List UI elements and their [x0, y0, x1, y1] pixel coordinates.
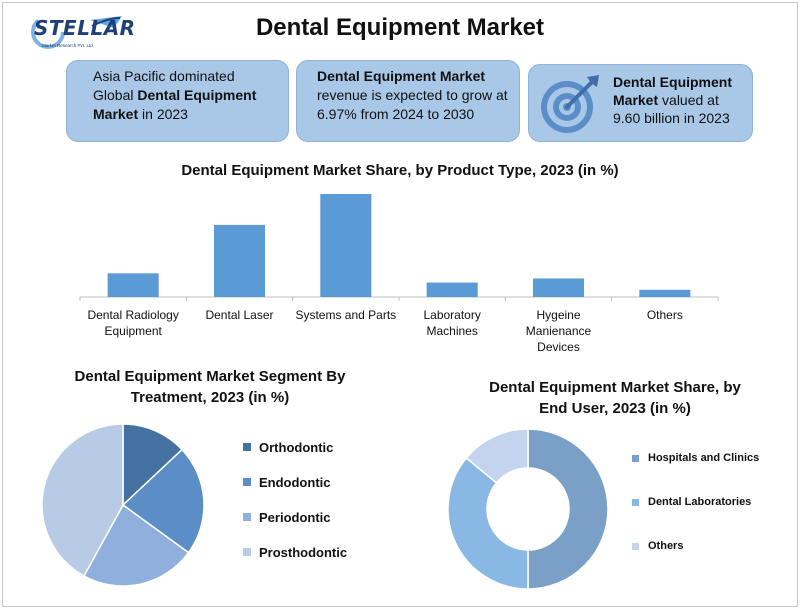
legend-swatch — [243, 443, 251, 451]
info-text: valued at 9.60 billion in 2023 — [613, 92, 730, 126]
legend-swatch — [632, 455, 639, 462]
donut-chart-title: Dental Equipment Market Share, by End Us… — [450, 377, 780, 419]
donut-title-line: Dental Equipment Market Share, by — [489, 379, 741, 396]
donut-legend: Hospitals and Clinics Dental Laboratories… — [632, 452, 782, 562]
stellar-logo — [31, 15, 122, 49]
info-box-value: Dental Equipment Market valued at 9.60 b… — [528, 64, 753, 142]
bar-category-label: Systems and Parts — [295, 308, 397, 322]
info-text: Asia Pacific dominated Global — [93, 68, 235, 103]
info-highlight: Dental Equipment Market — [613, 74, 733, 108]
info-highlight: Dental Equipment Market — [317, 68, 486, 84]
info-box-region: Asia Pacific dominated Global Dental Equ… — [66, 60, 289, 142]
pie-title-line: Dental Equipment Market Segment By — [74, 368, 346, 385]
bar-category-label: Dental Laser — [205, 308, 274, 322]
bar-chart-title: Dental Equipment Market Share, by Produc… — [181, 162, 619, 179]
legend-swatch — [243, 548, 251, 556]
legend-label: Periodontic — [259, 510, 331, 525]
info-text: revenue is expected to grow at 6.97% fro… — [317, 87, 508, 122]
legend-label: Others — [648, 540, 684, 552]
info-text: in 2023 — [138, 106, 188, 122]
bar-category-label: Others — [646, 308, 683, 322]
logo-name: STELLAR — [34, 16, 136, 40]
pie-chart-title: Dental Equipment Market Segment By Treat… — [40, 366, 380, 408]
legend-swatch — [243, 478, 251, 486]
donut-title-line: End User, 2023 (in %) — [539, 400, 691, 417]
bar-category-label: Laboratory Machines — [423, 308, 481, 338]
legend-label: Endodontic — [259, 475, 331, 490]
legend-label: Hospitals and Clinics — [648, 452, 760, 464]
info-box-growth: Dental Equipment Market revenue is expec… — [296, 60, 520, 142]
page-title: Dental Equipment Market — [255, 14, 545, 41]
info-highlight: Dental Equipment Market — [93, 87, 257, 122]
pie-title-line: Treatment, 2023 (in %) — [130, 389, 290, 406]
legend-swatch — [632, 543, 639, 550]
legend-label: Dental Laboratories — [648, 496, 752, 508]
target-icon — [541, 75, 599, 133]
pie-legend: Orthodontic Endodontic Periodontic Prosthod… — [243, 440, 383, 570]
logo-tagline: Market Research Pvt. Ltd. — [42, 43, 95, 48]
legend-swatch — [632, 499, 639, 506]
legend-swatch — [243, 513, 251, 521]
legend-label: Prosthodontic — [259, 545, 348, 560]
bar-category-label: Dental Radiology Equipment — [87, 308, 179, 338]
bar-category-label: Hygeine Manienance Devices — [525, 308, 592, 354]
legend-label: Orthodontic — [259, 440, 334, 455]
